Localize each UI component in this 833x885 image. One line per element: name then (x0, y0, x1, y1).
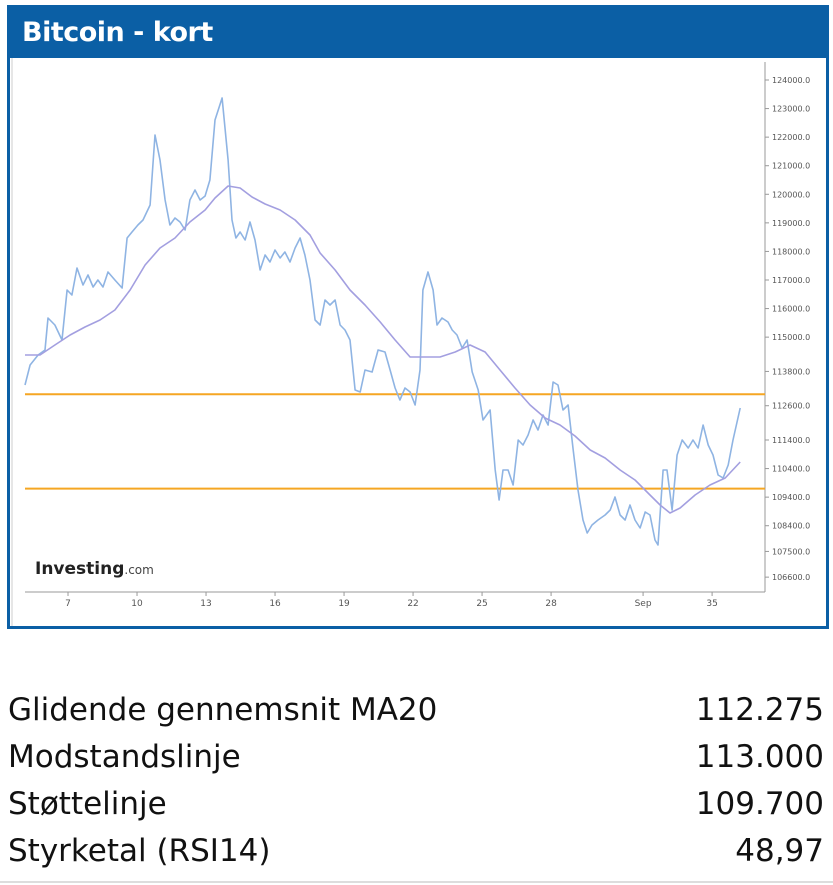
x-tick-label: 13 (200, 599, 211, 609)
y-tick-label: 112600.0 (772, 402, 810, 411)
x-tick-label: 10 (131, 599, 143, 609)
stats-row: Støttelinje 109.700 (8, 781, 824, 827)
stats-row: Glidende gennemsnit MA20 112.275 (8, 687, 824, 733)
x-tick-label: 25 (476, 599, 487, 609)
y-tick-label: 106600.0 (772, 573, 810, 582)
x-tick-label: Sep (635, 599, 652, 609)
plot-background (10, 58, 826, 626)
series-line (25, 185, 741, 514)
y-tick-label: 124000.0 (772, 76, 810, 85)
divider (0, 881, 833, 883)
chart: 124000.0 123000.0 122000.0 121000.0 120000.0… (10, 58, 826, 626)
y-tick-label: 117000.0 (772, 276, 810, 285)
x-tick-label: 16 (269, 599, 281, 609)
x-tick-label: 19 (338, 599, 350, 609)
watermark: Investing.com (35, 559, 154, 579)
widget-title: Bitcoin - kort (22, 17, 213, 48)
y-tick-label: 115000.0 (772, 333, 810, 342)
x-tick-label: 35 (706, 599, 717, 609)
chart-widget: Bitcoin - kort 124000.0 123000.0 122000.0 1… (7, 5, 829, 629)
x-tick-label: 7 (65, 599, 71, 609)
stats-row: Modstandslinje 113.000 (8, 734, 824, 780)
y-tick-label: 123000.0 (772, 105, 810, 114)
y-tick-label: 116000.0 (772, 305, 810, 314)
y-tick-label: 110400.0 (772, 465, 810, 474)
stats-value: 113.000 (695, 739, 824, 775)
y-tick-label: 111400.0 (772, 436, 810, 445)
x-tick-label: 22 (407, 599, 418, 609)
y-tick-label: 119000.0 (772, 219, 810, 228)
y-tick-label: 118000.0 (772, 247, 810, 256)
y-tick-label: 107500.0 (772, 547, 810, 556)
y-tick-label: 108400.0 (772, 522, 810, 531)
stats-label: Støttelinje (8, 786, 167, 822)
y-tick-label: 120000.0 (772, 190, 810, 199)
stats-label: Glidende gennemsnit MA20 (8, 692, 438, 728)
stats-value: 112.275 (695, 692, 824, 728)
x-tick-label: 28 (545, 599, 557, 609)
y-tick-label: 122000.0 (772, 133, 810, 142)
stats-value: 109.700 (695, 786, 824, 822)
stats-value: 48,97 (735, 833, 824, 869)
watermark-suffix: .com (124, 563, 153, 577)
y-tick-label: 109400.0 (772, 493, 810, 502)
watermark-brand: Investing (35, 559, 124, 579)
stats-label: Styrketal (RSI14) (8, 833, 271, 869)
stats-label: Modstandslinje (8, 739, 241, 775)
series-line (24, 97, 741, 546)
y-tick-label: 113800.0 (772, 367, 810, 376)
stats-row: Styrketal (RSI14) 48,97 (8, 828, 824, 874)
y-tick-label: 121000.0 (772, 162, 810, 171)
